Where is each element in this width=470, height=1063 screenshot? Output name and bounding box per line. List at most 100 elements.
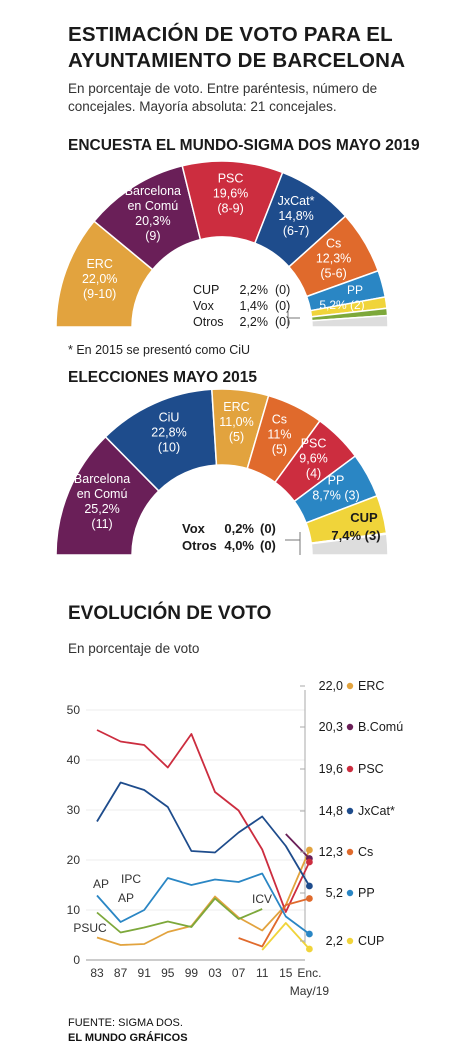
election-2015-label-cup-value: 7,4% (3) [331, 528, 380, 543]
poll-2019-title: ENCUESTA EL MUNDO-SIGMA DOS MAYO 2019 [68, 137, 420, 154]
y-tick-label: 10 [67, 903, 81, 917]
poll-2019-label-cs: Cs [326, 236, 341, 250]
x-tick-label: 99 [185, 966, 199, 980]
poll-2019-small-name: Otros [193, 315, 224, 329]
series-end-point [306, 858, 313, 866]
poll-2019-label-bcomu: Barcelona [125, 184, 181, 198]
end-label-name: B.Comú [358, 720, 403, 734]
election-2015-label-cup: CUP [350, 510, 378, 525]
election-2015-label-pp: PP [328, 473, 345, 487]
x-tick-label: 87 [114, 966, 128, 980]
poll-2019-small-seats: (0) [275, 315, 290, 329]
poll-2019-label-jxcat: JxCat* [278, 194, 315, 208]
election-2015-label-cs: (5) [272, 442, 287, 456]
source-text: FUENTE: SIGMA DOS. [68, 1017, 183, 1029]
end-label-value: 5,2 [326, 886, 343, 900]
poll-2019-small-leader [287, 310, 300, 327]
poll-2019-label-psc: 19,6% [213, 186, 248, 200]
end-label-name: CUP [358, 934, 384, 948]
x-tick-label: 83 [90, 966, 104, 980]
end-label-dot [346, 937, 354, 945]
page-subtitle: En porcentaje de voto. Entre paréntesis,… [68, 81, 378, 114]
end-label-dot [346, 765, 354, 773]
credit-text: EL MUNDO GRÁFICOS [68, 1032, 188, 1044]
evolution-subtitle: En porcentaje de voto [68, 641, 200, 656]
election-2015-label-erc: ERC [223, 400, 249, 414]
poll-2019-label-pp-value: 5,2% (2) [319, 298, 364, 312]
series-line-psc [96, 729, 311, 913]
election-2015-label-psc: PSC [301, 437, 327, 451]
election-2015-small-value: 4,0% [224, 538, 254, 553]
x-tick-label: 91 [138, 966, 152, 980]
election-2015-label-ciu: (10) [158, 440, 180, 454]
election-2015-label-ciu: CiU [159, 410, 180, 424]
series-end-point [306, 930, 313, 938]
chart-annotation: AP [93, 877, 109, 891]
end-label-value: 19,6 [319, 762, 343, 776]
poll-2019-label-erc: ERC [86, 257, 112, 271]
election-2015-small-value: 0,2% [224, 521, 254, 536]
election-2015-slice-otros [310, 533, 389, 556]
chart-annotation: ICV [252, 892, 272, 906]
poll-2019-label-pp: PP [347, 283, 363, 297]
page-title: ESTIMACIÓN DE VOTO PARA EL AYUNTAMIENTO … [68, 23, 406, 72]
election-2015-small-name: Vox [182, 521, 206, 536]
election-2015-label-psc: 9,6% [299, 452, 328, 466]
election-2015-label-bcomu: (11) [91, 517, 112, 531]
end-label-name: PSC [358, 762, 384, 776]
x-tick-label: 07 [232, 966, 246, 980]
poll-2019-label-jxcat: 14,8% [278, 209, 313, 223]
x-tick-label: Enc. [297, 966, 321, 980]
poll-2019-label-bcomu: (9) [145, 229, 160, 243]
y-tick-label: 40 [67, 753, 81, 767]
election-2015-label-ciu: 22,8% [151, 425, 186, 439]
election-2015-title: ELECCIONES MAYO 2015 [68, 369, 257, 386]
poll-2019-label-cs: (5-6) [320, 266, 346, 280]
chart-annotation: IPC [121, 872, 141, 886]
series-line-pp [96, 872, 310, 935]
series-end-point [306, 945, 313, 953]
y-tick-label: 20 [67, 853, 81, 867]
poll-2019-small-name: CUP [193, 283, 219, 297]
poll-2019-label-erc: 22,0% [82, 272, 117, 286]
series-line-cup [261, 922, 311, 951]
end-label-dot [346, 682, 354, 690]
election-2015-small-seats: (0) [260, 521, 276, 536]
end-label-name: JxCat* [358, 804, 395, 818]
election-2015-label-cs: Cs [272, 412, 287, 426]
end-label-dot [346, 807, 354, 815]
end-label-name: Cs [358, 845, 373, 859]
series-end-point [306, 895, 313, 902]
election-2015-label-erc: 11,0% [219, 415, 254, 429]
poll-2019-label-psc: PSC [218, 171, 244, 185]
end-label-name: ERC [358, 679, 384, 693]
election-2015-label-bcomu: 25,2% [84, 502, 119, 516]
source-footer: FUENTE: SIGMA DOS. EL MUNDO GRÁFICOS [68, 1016, 188, 1046]
end-label-value: 14,8 [319, 804, 343, 818]
x-tick-label: 15 [279, 966, 293, 980]
x-tick-label: 03 [208, 966, 222, 980]
series-line-bcom [285, 833, 311, 860]
chart-annotation: PSUC [73, 921, 107, 935]
y-tick-label: 0 [73, 953, 80, 967]
x-tick-label: 95 [161, 966, 175, 980]
series-line-cs [238, 897, 310, 948]
poll-2019-slice-otros [310, 314, 389, 328]
end-label-name: PP [358, 886, 375, 900]
election-2015-small-leader [285, 532, 301, 555]
poll-2019-label-jxcat: (6-7) [283, 224, 309, 238]
y-tick-label: 30 [67, 803, 81, 817]
poll-2019-small-seats: (0) [275, 283, 290, 297]
poll-2019-small-name: Vox [193, 299, 215, 313]
end-label-dot [346, 889, 354, 897]
poll-2019-label-bcomu: en Comú [127, 199, 178, 213]
end-label-value: 22,0 [319, 679, 343, 693]
end-label-dot [346, 723, 354, 731]
poll-2019-footnote: * En 2015 se presentó como CiU [68, 343, 251, 357]
end-label-value: 12,3 [319, 845, 343, 859]
evolution-title: EVOLUCIÓN DE VOTO [68, 603, 272, 624]
poll-2019-label-erc: (9-10) [83, 287, 116, 301]
poll-2019-label-psc: (8-9) [217, 201, 243, 215]
end-label-dot [346, 848, 354, 856]
